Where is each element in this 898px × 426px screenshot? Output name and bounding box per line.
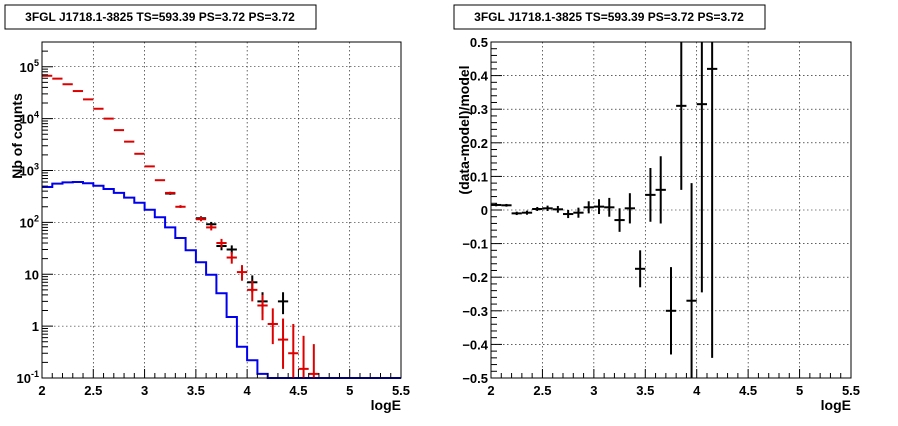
residual-point [491,203,502,207]
residual-plot-area [491,42,718,378]
residual-y-tick-label: −0.1 [462,237,488,252]
residual-x-tick-label: 4 [693,383,701,398]
residual-x-tick-label: 5.5 [842,383,860,398]
residual-x-tick-label: 4.5 [739,383,757,398]
model-total-point [195,216,207,222]
model-total-point [175,205,186,208]
counts-y-tick-label: 10-1 [17,369,39,386]
model-total-point [308,344,319,378]
residual-tick-labels: 2 2.5 3 3.5 4 4.5 5 5.5 −0.5 −0.4 −0.3 −0.2 −0.1 0 0.1… [462,35,860,398]
residual-point [665,267,677,355]
residual-point [542,205,553,212]
residual-point [501,203,512,207]
model-total-point [216,238,227,248]
counts-y-tick-label: 10 [25,267,39,282]
residual-y-axis-title: (data-model)/model [456,65,472,194]
residual-panel: 2 2.5 3 3.5 4 4.5 5 5.5 −0.5 −0.4 −0.3 −0.2 −0.1 0 0.1… [453,4,860,413]
residual-y-tick-label: −0.2 [462,270,488,285]
residual-y-tick-label: 0.5 [470,35,488,50]
residual-point [532,206,543,212]
model-total-point [247,280,258,302]
model-total-point [257,294,268,321]
counts-x-axis-title: logE [371,397,401,413]
data-point [277,292,289,315]
residual-y-tick-label: 0.4 [470,69,489,84]
residual-x-tick-label: 2 [487,383,494,398]
counts-panel: 2 2.5 3 3.5 4 4.5 5 5.5 10-1 1 10 102 103 104 105 Nb o… [4,4,411,413]
residual-y-tick-label: −0.3 [462,304,488,319]
counts-y-tick-label: 1 [32,319,39,334]
residual-point [635,250,646,288]
model-total-point [236,265,248,281]
residual-point [645,168,656,222]
counts-y-tick-label: 103 [20,162,39,179]
model-total-point [165,191,176,195]
residual-x-axis-title: logE [821,397,851,413]
residual-y-tick-label: 0.1 [470,169,488,184]
residual-point [624,193,635,224]
residual-point [707,42,718,358]
model-total-point [277,318,289,369]
model-total-point [226,251,237,264]
counts-y-tick-label: 102 [20,213,39,230]
residual-point [676,42,687,190]
residual-title-box [453,4,766,30]
counts-x-tick-label: 2 [38,383,45,398]
residual-chart-title: 3FGL J1718.1-3825 TS=593.39 PS=3.72 PS=3… [474,10,744,24]
counts-axis-ticks [41,50,402,379]
counts-plot-frame [41,41,402,379]
model-total-point [298,335,309,378]
residual-point [573,207,584,218]
counts-grid [42,42,401,378]
counts-x-tick-label: 5 [346,383,353,398]
residual-y-tick-label: 0.2 [470,136,488,151]
counts-x-tick-label: 3.5 [187,383,205,398]
residual-point [583,201,594,214]
residual-point [563,210,574,219]
residual-x-tick-label: 3 [590,383,597,398]
counts-y-tick-label: 104 [20,110,39,127]
residual-axis-ticks [490,41,852,379]
residual-x-tick-label: 5 [796,383,803,398]
counts-x-tick-label: 2.5 [84,383,102,398]
residual-point [604,197,615,217]
residual-grid [491,42,851,378]
model-total-point [206,224,217,231]
counts-y-axis-title: Nb of counts [9,93,25,179]
counts-title-box [4,4,317,30]
residual-x-tick-label: 2.5 [533,383,551,398]
counts-tick-labels: 2 2.5 3 3.5 4 4.5 5 5.5 10-1 1 10 102 103 104 105 [17,58,411,398]
counts-y-tick-label: 105 [20,58,39,75]
counts-x-tick-label: 5.5 [392,383,410,398]
residual-point [521,210,533,215]
counts-plot-area [42,74,401,379]
residual-point [552,205,563,213]
residual-y-tick-label: 0 [481,203,488,218]
residual-point [655,156,666,224]
model-total-point [288,323,299,378]
residual-y-tick-label: 0.3 [470,102,488,117]
residual-point [614,208,625,232]
residual-point [686,183,697,378]
residual-point [511,211,522,216]
counts-x-tick-label: 4.5 [289,383,307,398]
model-total-point [267,308,278,345]
residual-y-tick-label: −0.4 [462,337,488,352]
counts-x-tick-label: 4 [244,383,252,398]
residual-x-tick-label: 3.5 [636,383,654,398]
counts-chart-title: 3FGL J1718.1-3825 TS=593.39 PS=3.72 PS=3… [25,10,295,24]
residual-point [696,42,707,293]
residual-y-tick-label: −0.5 [462,371,488,386]
counts-x-tick-label: 3 [141,383,148,398]
residual-point [593,199,605,215]
